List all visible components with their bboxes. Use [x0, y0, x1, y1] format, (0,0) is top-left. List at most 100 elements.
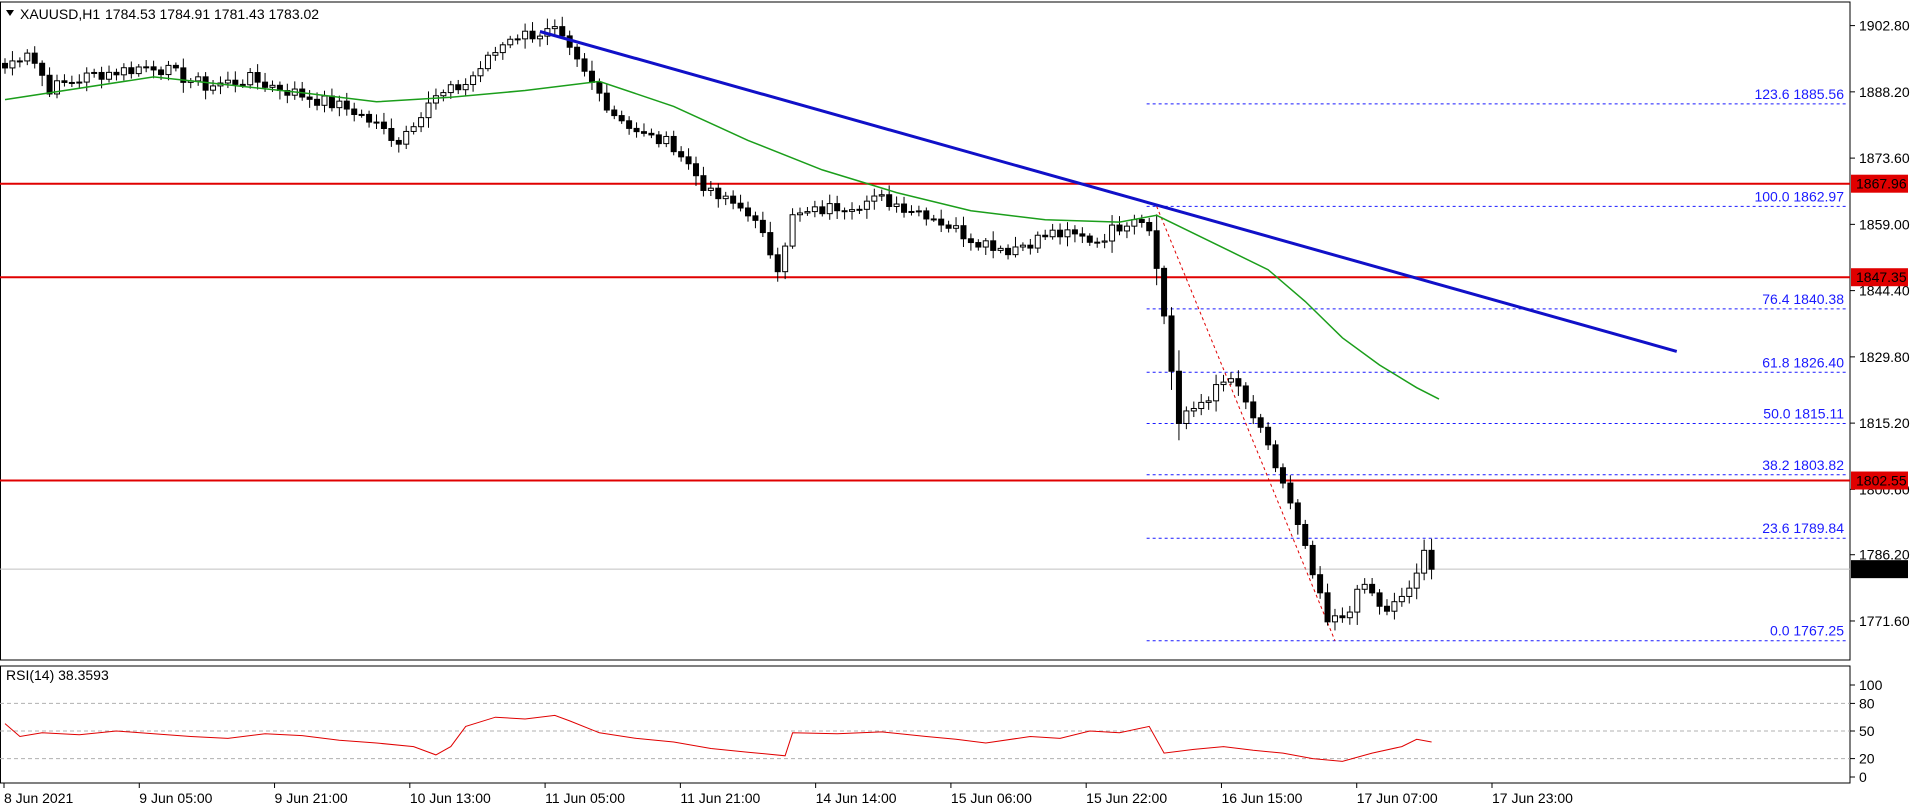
- collapse-triangle-icon[interactable]: [6, 10, 14, 16]
- candle-body: [596, 81, 603, 94]
- candle-body: [1012, 246, 1019, 256]
- candle-body: [692, 163, 699, 177]
- candle-body: [618, 115, 625, 122]
- candle-body: [648, 132, 655, 136]
- price-tick-label: 1859.00: [1859, 216, 1910, 232]
- candle-body: [893, 203, 900, 207]
- candle-body: [1369, 583, 1376, 594]
- candle-body: [328, 95, 335, 109]
- candle-body: [9, 60, 16, 69]
- price-tick-label: 1815.20: [1859, 415, 1910, 431]
- candle-body: [938, 218, 945, 226]
- price-tick-label: 1902.80: [1859, 18, 1910, 34]
- candle-body: [1027, 244, 1034, 249]
- candle-body: [715, 187, 722, 200]
- rsi-axis: 100 80 50 20 0: [1850, 677, 1883, 785]
- candle-body: [514, 38, 521, 41]
- candle-body: [172, 64, 179, 69]
- candle-body: [492, 52, 499, 56]
- candle-body: [16, 60, 23, 63]
- candle-body: [975, 242, 982, 248]
- candle-body: [1198, 401, 1205, 410]
- candle-body: [559, 26, 566, 37]
- rsi-frame: [0, 665, 1851, 784]
- candle-body: [730, 195, 737, 204]
- candle-body: [1109, 224, 1116, 242]
- time-tick-label: 16 Jun 15:00: [1221, 790, 1302, 806]
- trendline: [539, 30, 1678, 353]
- candle-body: [633, 127, 640, 133]
- candle-body: [1302, 523, 1309, 546]
- rsi-line: [4, 714, 1432, 762]
- candle-body: [477, 68, 484, 77]
- candle-body: [135, 66, 142, 75]
- candle-body: [314, 98, 321, 106]
- candle-body: [588, 70, 595, 83]
- candle-body: [470, 75, 477, 86]
- candle-body: [819, 206, 826, 215]
- candle-body: [1428, 549, 1435, 570]
- candle-body: [834, 203, 841, 212]
- candle-body: [507, 38, 514, 46]
- candle-body: [1205, 400, 1212, 403]
- candle-body: [202, 76, 209, 91]
- candle-body: [143, 66, 150, 69]
- price-tick-label: 1786.20: [1859, 547, 1910, 563]
- candle-body: [1213, 384, 1220, 402]
- candle-body: [1057, 229, 1064, 238]
- candle-body: [707, 187, 714, 191]
- fib-anchor-line: [1156, 206, 1336, 641]
- time-tick-label: 11 Jun 21:00: [680, 790, 760, 806]
- candle-body: [1005, 247, 1012, 256]
- candle-body: [210, 85, 217, 91]
- candle-body: [574, 46, 581, 60]
- candle-body: [262, 81, 269, 88]
- candle-body: [789, 214, 796, 247]
- candle-body: [1116, 224, 1123, 232]
- candle-body: [1242, 385, 1249, 403]
- candle-body: [759, 219, 766, 234]
- candle-body: [254, 72, 261, 83]
- ma-line: [4, 76, 1440, 400]
- candle-body: [767, 232, 774, 256]
- candle-body: [670, 135, 677, 153]
- candle-body: [158, 69, 165, 76]
- candle-body: [1131, 219, 1138, 227]
- candle-body: [1071, 229, 1078, 235]
- candle-body: [811, 206, 818, 213]
- candle-body: [930, 218, 937, 221]
- candle-body: [1317, 574, 1324, 594]
- candle-body: [418, 117, 425, 128]
- time-tick-label: 17 Jun 23:00: [1492, 790, 1573, 806]
- candle-body: [1190, 408, 1197, 412]
- candle-body: [782, 245, 789, 273]
- candle-body: [1235, 378, 1242, 387]
- fib-level-label: 61.8 1826.40: [1762, 354, 1844, 370]
- moving-average: [4, 76, 1440, 400]
- candle-body: [98, 71, 105, 80]
- rsi-label: RSI(14) 38.3593: [6, 667, 109, 683]
- candle-body: [841, 210, 848, 213]
- candle-body: [1406, 587, 1413, 597]
- candle-body: [269, 84, 276, 88]
- rsi-tick-label: 20: [1859, 751, 1875, 767]
- candle-body: [403, 130, 410, 145]
- candle-body: [1064, 229, 1071, 238]
- rsi-polyline: [4, 714, 1432, 762]
- candle-body: [366, 113, 373, 123]
- candle-body: [1287, 482, 1294, 504]
- time-tick-label: 15 Jun 06:00: [951, 790, 1032, 806]
- candle-body: [1168, 315, 1175, 372]
- time-tick-label: 14 Jun 14:00: [816, 790, 897, 806]
- candle-body: [1361, 583, 1368, 590]
- price-tick-label: 1873.60: [1859, 150, 1910, 166]
- chart-header: XAUUSD,H1 1784.53 1784.91 1781.43 1783.0…: [6, 6, 319, 22]
- candle-body: [1421, 549, 1428, 574]
- candle-body: [685, 156, 692, 165]
- candle-body: [68, 81, 75, 84]
- candle-body: [640, 131, 647, 134]
- candle-body: [395, 139, 402, 145]
- candle-body: [1019, 244, 1026, 248]
- fib-level-label: 50.0 1815.11: [1763, 406, 1844, 422]
